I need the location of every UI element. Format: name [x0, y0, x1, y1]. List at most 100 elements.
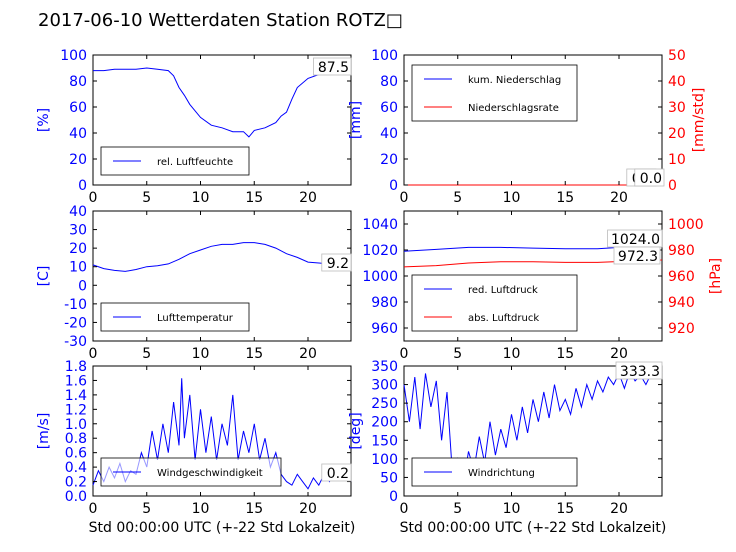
y-tick-label: 960: [371, 321, 398, 337]
y2-tick-label: 20: [668, 126, 686, 142]
y-tick-label: 20: [380, 152, 398, 168]
x-tick-label: 15: [245, 501, 263, 517]
x-tick-label: 20: [299, 501, 317, 517]
x-tick-label: 10: [192, 346, 210, 362]
y-axis-label: [hPa]: [708, 258, 724, 294]
y-tick-label: 20: [69, 152, 87, 168]
y-tick-label: 40: [69, 204, 87, 220]
x-tick-label: 15: [245, 190, 263, 206]
value-annotation: 1024.0: [611, 232, 660, 248]
legend-label: Niederschlagsrate: [468, 103, 559, 114]
x-tick-label: 20: [610, 501, 628, 517]
value-annotation-box: [615, 361, 663, 380]
value-annotation-2: 0.0: [640, 171, 662, 187]
x-tick-label: 0: [400, 501, 409, 517]
x-tick-label: 20: [299, 190, 317, 206]
y2-tick-label: 940: [668, 295, 695, 311]
x-tick-label: 10: [503, 190, 521, 206]
legend: rel. Luftfeuchte: [100, 146, 250, 176]
y-axis-label: [mm]: [348, 101, 364, 139]
panel-humidity: 0 5 10 15 20 0 20 40 60 80 100 [%] rel. Luftfeuchte 8…: [36, 48, 352, 206]
x-tick-label: 20: [299, 346, 317, 362]
y-tick-label: 10: [69, 260, 87, 276]
x-tick-label: 15: [556, 346, 574, 362]
x-tick-label: 10: [503, 501, 521, 517]
y2-tick-label: 1000: [668, 217, 704, 233]
y-tick-label: 0: [78, 178, 87, 194]
y-tick-label: 200: [371, 415, 398, 431]
y-tick-label: 80: [69, 74, 87, 90]
y-tick-label: 100: [60, 48, 87, 64]
x-tick-label: 5: [142, 190, 151, 206]
legend-label: Windgeschwindigkeit: [157, 468, 263, 479]
legend-label: Windrichtung: [468, 468, 535, 479]
legend: Windgeschwindigkeit: [100, 457, 282, 487]
series-line-0: [93, 67, 352, 138]
y-tick-label: 250: [371, 396, 398, 412]
x-tick-label: 10: [192, 190, 210, 206]
panel-wind-direction: 0 5 10 15 20050100150200250300350[deg]Windri…: [348, 359, 663, 517]
x-tick-label: 20: [610, 346, 628, 362]
value-annotation-2: 972.3: [618, 249, 658, 265]
x-tick-label: 0: [400, 190, 409, 206]
value-annotation-2-box: [613, 246, 661, 265]
y-tick-label: 0: [78, 278, 87, 294]
y-tick-label: 150: [371, 433, 398, 449]
y-tick-label: 0.0: [65, 489, 87, 505]
panel-wind-speed: 0 5 10 15 200.00.20.40.60.81.01.21.41.61.8[m…: [36, 359, 352, 517]
x-tick-label: 10: [192, 501, 210, 517]
legend-box: [411, 64, 578, 122]
series-line-0: [92, 242, 351, 272]
legend: red. Luftdruck abs. Luftdruck: [411, 274, 578, 332]
y-tick-label: 100: [371, 48, 398, 64]
y-tick-label: 0.2: [65, 475, 87, 491]
y-tick-label: 1000: [362, 269, 398, 285]
value-annotation: 9.2: [327, 256, 349, 272]
x-tick-label: 5: [453, 346, 462, 362]
y-tick-label: 0: [389, 489, 398, 505]
y-tick-label: 80: [380, 74, 398, 90]
legend: Lufttemperatur: [100, 302, 250, 332]
y-tick-label: 1040: [362, 217, 398, 233]
legend-label: abs. Luftdruck: [468, 313, 539, 324]
y-axis-label: [C]: [36, 266, 52, 287]
x-tick-label: 5: [453, 501, 462, 517]
x-tick-label: 0: [400, 346, 409, 362]
y-tick-label: 60: [69, 100, 87, 116]
y2-tick-label: 30: [668, 100, 686, 116]
x-tick-label: 15: [556, 501, 574, 517]
y-tick-label: 0.4: [65, 460, 87, 476]
y-tick-label: 40: [69, 126, 87, 142]
y-tick-label: -20: [64, 315, 87, 331]
legend-box: [411, 274, 578, 332]
y-tick-label: 0.8: [65, 431, 87, 447]
y-tick-label: 300: [371, 378, 398, 394]
y2-tick-label: 40: [668, 74, 686, 90]
legend-label: rel. Luftfeuchte: [157, 157, 233, 168]
y-tick-label: 1.8: [65, 359, 87, 375]
y2-tick-label: 960: [668, 269, 695, 285]
y-tick-label: 1.4: [65, 388, 87, 404]
legend-label: red. Luftdruck: [468, 285, 538, 296]
y-tick-label: 60: [380, 100, 398, 116]
y-tick-label: 350: [371, 359, 398, 375]
y-tick-label: 30: [69, 223, 87, 239]
y-tick-label: 980: [371, 295, 398, 311]
y2-axis-label: [mm/std]: [691, 88, 707, 153]
value-annotation-box: [321, 463, 352, 482]
x-axis-label-right: Std 00:00:00 UTC (+-22 Std Lokalzeit): [400, 520, 667, 536]
legend: kum. Niederschlag Niederschlagsrate: [411, 64, 578, 122]
x-tick-label: 0: [89, 190, 98, 206]
legend-label: kum. Niederschlag: [468, 75, 561, 86]
panel-temperature: 0 5 10 15 20 -30 -20 -10 0 10 20 30 40 [C] Lufttempera…: [36, 204, 352, 362]
y2-tick-label: 0: [668, 178, 677, 194]
value-annotation: 0.2: [327, 466, 349, 482]
x-tick-label: 10: [503, 346, 521, 362]
value-annotation-box: [312, 57, 352, 76]
x-tick-label: 15: [245, 346, 263, 362]
x-tick-label: 5: [142, 501, 151, 517]
y-tick-label: 20: [69, 241, 87, 257]
x-axis-label-left: Std 00:00:00 UTC (+-22 Std Lokalzeit): [89, 520, 356, 536]
y-tick-label: 1.6: [65, 373, 87, 389]
x-tick-label: 0: [89, 346, 98, 362]
